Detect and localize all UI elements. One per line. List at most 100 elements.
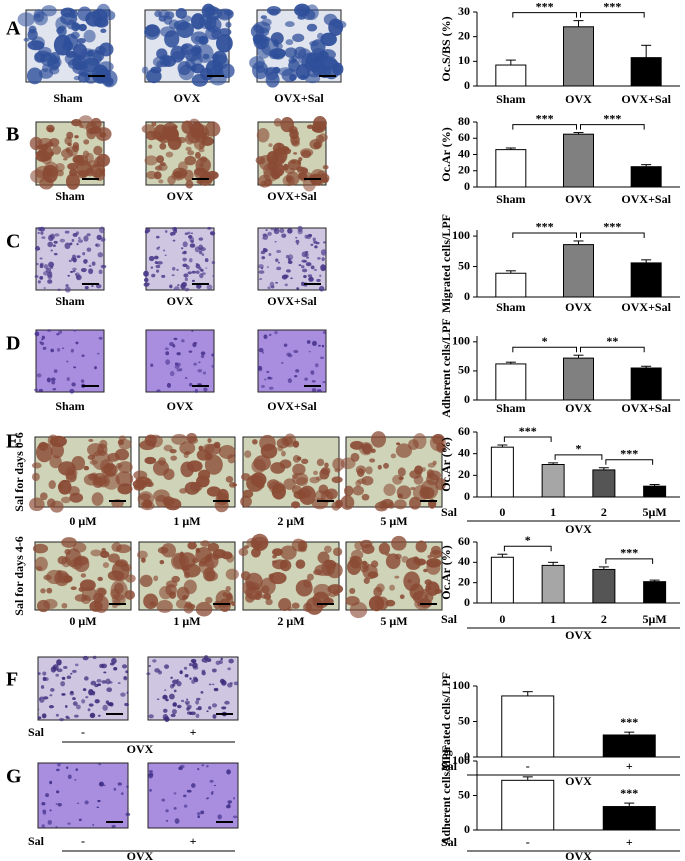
micrograph-spot [304, 250, 309, 254]
micrograph-spot [148, 255, 155, 262]
micrograph-spot [159, 142, 167, 150]
micrograph-spot [68, 259, 72, 263]
micrograph-spot [50, 688, 55, 692]
micrograph-spot [184, 377, 188, 379]
micrograph-spot [93, 145, 103, 156]
micrograph-spot [100, 28, 107, 34]
micrograph-spot [285, 39, 294, 46]
micrograph-spot [197, 706, 202, 711]
micrograph-spot [29, 497, 45, 512]
x-tick-label: OVX [565, 92, 592, 106]
micrograph-spot [26, 67, 43, 85]
micrograph-spot [259, 277, 263, 281]
micrograph-spot [169, 591, 177, 599]
micrograph-spot [187, 271, 192, 275]
micrograph-spot [157, 546, 169, 554]
micrograph-spot [394, 499, 407, 510]
micrograph-spot [183, 250, 187, 254]
micrograph-spot [268, 253, 272, 257]
bar [495, 64, 527, 87]
micrograph-spot [53, 369, 58, 373]
micrograph-spot [38, 388, 43, 392]
micrograph-spot [180, 247, 184, 250]
micrograph-spot [155, 494, 168, 508]
micrograph-spot [126, 785, 129, 789]
micrograph-spot [300, 167, 309, 173]
micrograph-spot [293, 490, 307, 500]
y-tick-label: 0 [464, 489, 470, 503]
y-tick-label: 20 [458, 28, 470, 42]
micrograph-spot [50, 348, 54, 353]
micrograph-spot [306, 573, 314, 581]
micrograph-spot [41, 335, 45, 340]
micrograph-spot [322, 331, 326, 334]
micrograph-spot [97, 714, 101, 717]
bar [592, 469, 616, 498]
micrograph-spot [232, 483, 238, 487]
micrograph-spot [322, 381, 326, 384]
micrograph-spot [291, 602, 300, 609]
micrograph-spot [221, 551, 233, 560]
micrograph-spot [313, 141, 321, 149]
treatment-label: Sal [441, 505, 458, 519]
micrograph-spot [320, 56, 338, 70]
micrograph-spot [118, 439, 132, 450]
micrograph-spot [125, 812, 131, 817]
significance-bracket [512, 12, 577, 18]
micrograph-spot [313, 583, 332, 599]
micrograph-spot [320, 32, 337, 47]
micrograph-spot [228, 658, 234, 664]
micrograph-spot [173, 806, 177, 810]
micrograph-spot [272, 548, 283, 557]
micrograph-spot [419, 486, 435, 499]
micrograph-spot [276, 249, 282, 254]
micrograph-spot [323, 241, 326, 244]
micrograph-spot [225, 476, 234, 483]
micrograph-spot [72, 542, 87, 553]
micrograph-spot [293, 152, 298, 155]
micrograph-spot [50, 377, 56, 381]
micrograph-spot [91, 285, 94, 288]
micrograph-spot [111, 824, 116, 828]
micrograph-spot [57, 288, 61, 292]
micrograph-spot [272, 39, 280, 47]
micrograph-spot [212, 274, 215, 277]
micrograph [340, 431, 446, 512]
y-tick-label: 50 [458, 258, 470, 272]
bar [495, 363, 527, 401]
micrograph-spot [324, 462, 329, 468]
micrograph-spot [49, 809, 52, 812]
micrograph-spot [50, 500, 64, 513]
bar [490, 556, 514, 604]
micrograph-spot [82, 655, 89, 661]
micrograph-spot [226, 769, 231, 775]
micrograph-spot [132, 479, 148, 489]
micrograph-spot [296, 476, 308, 487]
micrograph-spot [193, 362, 198, 366]
micrograph-spot [188, 663, 193, 667]
micrograph-spot [27, 28, 38, 41]
image-label: Sham [53, 91, 82, 105]
micrograph-spot [72, 254, 77, 259]
y-tick-label: 60 [458, 534, 470, 548]
micrograph-spot [67, 822, 71, 825]
micrograph-spot [295, 239, 300, 244]
micrograph-spot [98, 42, 114, 57]
micrograph-spot [201, 253, 205, 256]
panel-letter: C [6, 231, 20, 253]
micrograph-spot [151, 273, 156, 278]
micrograph-spot [200, 354, 205, 359]
micrograph-spot [46, 377, 51, 383]
micrograph-spot [332, 547, 343, 557]
micrograph-spot [195, 707, 199, 711]
micrograph-spot [172, 266, 176, 271]
micrograph-spot [162, 714, 169, 720]
micrograph-spot [218, 28, 232, 37]
micrograph-spot [201, 657, 208, 663]
micrograph-spot [196, 697, 201, 701]
micrograph-spot [198, 13, 213, 30]
micrograph-spot [49, 694, 53, 697]
bar [630, 367, 662, 401]
micrograph-spot [308, 277, 314, 281]
micrograph-spot [194, 246, 201, 253]
